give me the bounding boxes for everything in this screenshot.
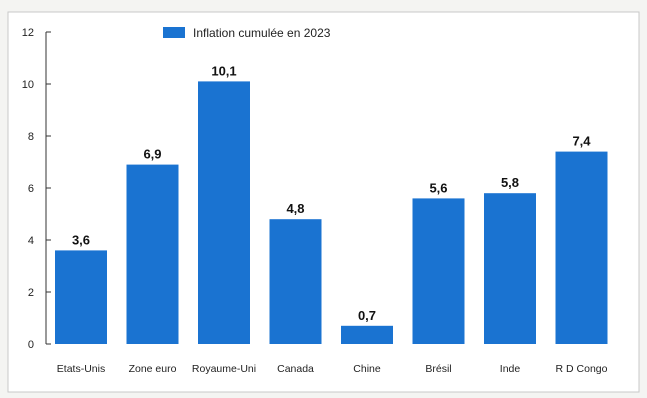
x-tick-label: Inde bbox=[500, 363, 521, 375]
data-label: 3,6 bbox=[72, 232, 90, 247]
y-tick-label: 10 bbox=[22, 79, 34, 91]
y-tick-label: 6 bbox=[28, 183, 34, 195]
data-label: 5,8 bbox=[501, 175, 519, 190]
x-tick-label: Etats-Unis bbox=[57, 363, 105, 375]
y-tick-label: 2 bbox=[28, 287, 34, 299]
y-tick-label: 4 bbox=[28, 235, 34, 247]
y-tick-label: 12 bbox=[22, 27, 34, 39]
bar bbox=[269, 219, 322, 344]
x-tick-label: Zone euro bbox=[129, 363, 177, 375]
data-label: 0,7 bbox=[358, 308, 376, 323]
data-label: 6,9 bbox=[143, 147, 161, 162]
legend: Inflation cumulée en 2023 bbox=[163, 26, 331, 40]
x-tick-label: R D Congo bbox=[556, 363, 608, 375]
x-axis-labels: Etats-Unis Zone euro Royaume-Uni Canada Chin… bbox=[57, 363, 608, 375]
y-axis: 0 2 4 6 8 10 12 bbox=[22, 27, 51, 351]
legend-swatch bbox=[163, 27, 185, 38]
data-label: 4,8 bbox=[286, 201, 304, 216]
data-label: 5,6 bbox=[429, 180, 447, 195]
bar bbox=[484, 193, 536, 344]
bar bbox=[412, 198, 465, 344]
data-label: 7,4 bbox=[572, 134, 591, 149]
x-tick-label: Chine bbox=[353, 363, 381, 375]
y-tick-label: 8 bbox=[28, 131, 34, 143]
legend-label: Inflation cumulée en 2023 bbox=[193, 26, 331, 40]
x-tick-label: Canada bbox=[277, 363, 314, 375]
bar bbox=[55, 250, 107, 344]
x-tick-label: Brésil bbox=[425, 363, 451, 375]
bars-group: 3,6 6,9 10,1 4,8 0,7 5,6 5,8 7,4 bbox=[55, 63, 608, 345]
bar bbox=[341, 325, 393, 344]
bar bbox=[198, 81, 250, 345]
bar bbox=[555, 151, 608, 344]
bar bbox=[126, 164, 179, 344]
x-tick-label: Royaume-Uni bbox=[192, 363, 256, 375]
data-label: 10,1 bbox=[211, 63, 236, 78]
y-tick-label: 0 bbox=[28, 339, 34, 351]
